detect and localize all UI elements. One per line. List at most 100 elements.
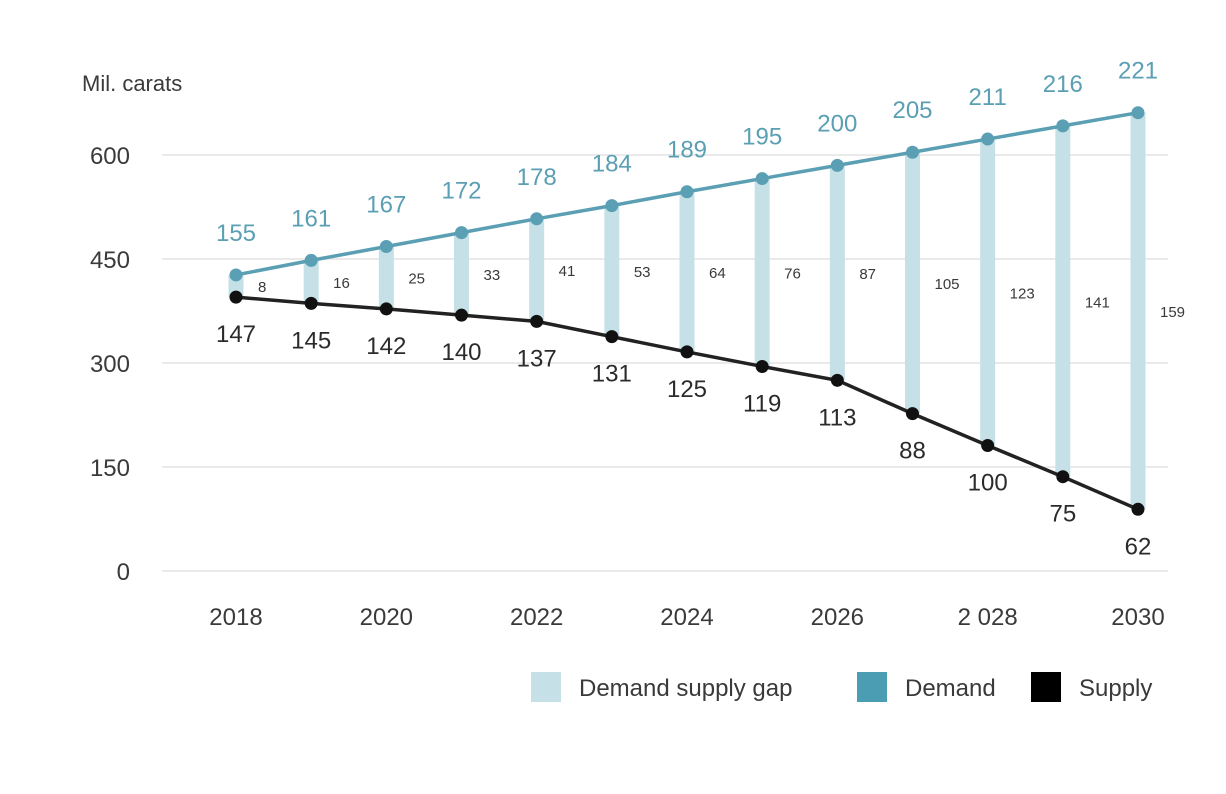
demand-value-label: 189: [667, 137, 707, 164]
supply-value-label: 125: [667, 376, 707, 403]
gap-value-label: 123: [1010, 285, 1035, 302]
demand-point: [906, 145, 919, 159]
demand-value-label: 195: [742, 124, 782, 151]
gap-value-label: 53: [634, 264, 651, 281]
supply-point: [229, 290, 243, 304]
y-tick-label: 0: [117, 559, 130, 586]
gap-bar: [454, 232, 469, 316]
gap-bar: [303, 260, 319, 304]
supply-value-label: 137: [517, 345, 557, 372]
x-tick-label: 2022: [510, 604, 563, 631]
gap-bar: [378, 246, 394, 309]
gridlines: [162, 154, 1168, 572]
supply-point: [680, 345, 694, 359]
gap-value-label: 41: [559, 263, 576, 280]
gap-value-label: 141: [1085, 294, 1110, 311]
gap-bar: [980, 139, 996, 446]
demand-value-label: 216: [1043, 71, 1083, 98]
gap-bar: [1130, 112, 1146, 510]
y-tick-label: 150: [90, 455, 130, 482]
supply-value-label: 75: [1049, 501, 1076, 528]
demand-point: [455, 226, 468, 240]
supply-point: [1131, 502, 1145, 516]
demand-point: [1131, 106, 1145, 120]
gap-value-label: 16: [333, 275, 350, 292]
legend-label: Supply: [1079, 675, 1152, 702]
demand-point: [1056, 119, 1070, 133]
x-tick-label: 2024: [660, 604, 713, 631]
demand-point: [530, 212, 544, 226]
demand-value-label: 178: [517, 164, 557, 191]
legend-label: Demand: [905, 675, 996, 702]
demand-value-label: 184: [592, 151, 632, 178]
gap-bars: [228, 112, 1146, 510]
demand-point: [981, 132, 995, 146]
gap-bar: [228, 274, 244, 298]
demand-point: [830, 158, 844, 172]
gap-value-label: 76: [784, 266, 801, 283]
y-tick-label: 600: [90, 143, 130, 170]
supply-point: [379, 302, 393, 316]
x-tick-label: 2020: [360, 604, 413, 631]
supply-point: [530, 314, 544, 328]
demand-value-label: 172: [441, 178, 481, 205]
supply-value-label: 62: [1125, 533, 1152, 560]
gap-value-label: 25: [408, 271, 425, 288]
supply-point: [906, 407, 919, 421]
x-tick-label: 2018: [209, 604, 262, 631]
y-axis-ticks: 0 150 300 450 600: [90, 143, 130, 586]
data-labels: 155 147 8 161 145 16 167 142 25 172 140 33 178 137 41 1…: [216, 58, 1185, 561]
gap-value-label: 8: [258, 279, 266, 296]
gap-value-label: 33: [484, 267, 501, 284]
supply-value-label: 140: [441, 339, 481, 366]
gap-value-label: 64: [709, 265, 726, 282]
supply-point: [981, 439, 995, 453]
supply-point: [455, 308, 468, 322]
series-points: [229, 106, 1145, 516]
x-tick-label: 2026: [811, 604, 864, 631]
demand-value-label: 167: [366, 192, 406, 219]
demand-point: [755, 172, 769, 186]
supply-value-label: 88: [899, 438, 926, 465]
supply-point: [830, 373, 844, 387]
supply-value-label: 147: [216, 321, 256, 348]
gap-value-label: 87: [859, 266, 876, 283]
demand-point: [680, 185, 694, 199]
supply-value-label: 119: [743, 390, 781, 417]
demand-point: [379, 240, 393, 254]
y-tick-label: 300: [90, 351, 130, 378]
gap-value-label: 159: [1160, 304, 1185, 321]
supply-point: [605, 330, 619, 344]
demand-value-label: 211: [969, 84, 1007, 111]
x-tick-label: 2030: [1111, 604, 1164, 631]
gap-bar: [829, 165, 845, 381]
gap-bar: [529, 218, 545, 322]
supply-value-label: 100: [968, 470, 1008, 497]
supply-value-label: 131: [592, 361, 632, 388]
supply-point: [304, 296, 318, 310]
legend-label: Demand supply gap: [579, 675, 792, 702]
y-tick-label: 450: [90, 247, 130, 274]
demand-point: [229, 268, 243, 282]
gap-bar: [754, 178, 770, 367]
legend: Demand supply gap Demand Supply: [531, 672, 1152, 702]
supply-value-label: 145: [291, 327, 331, 354]
gap-value-label: 105: [935, 276, 960, 293]
supply-point: [755, 359, 769, 373]
legend-swatch: [531, 672, 561, 702]
gap-bar: [679, 191, 695, 352]
gap-bar: [905, 152, 920, 414]
supply-point: [1056, 470, 1070, 484]
demand-value-label: 161: [291, 205, 331, 232]
demand-value-label: 200: [817, 110, 857, 137]
demand-value-label: 221: [1118, 58, 1158, 85]
legend-swatch: [857, 672, 887, 702]
demand-point: [605, 199, 619, 213]
supply-value-label: 113: [818, 404, 856, 431]
supply-value-label: 142: [366, 333, 406, 360]
y-axis-unit-label: Mil. carats: [82, 71, 182, 96]
x-axis-ticks: 2018 2020 2022 2024 2026 2 028 2030: [209, 604, 1164, 631]
gap-bar: [604, 205, 620, 337]
